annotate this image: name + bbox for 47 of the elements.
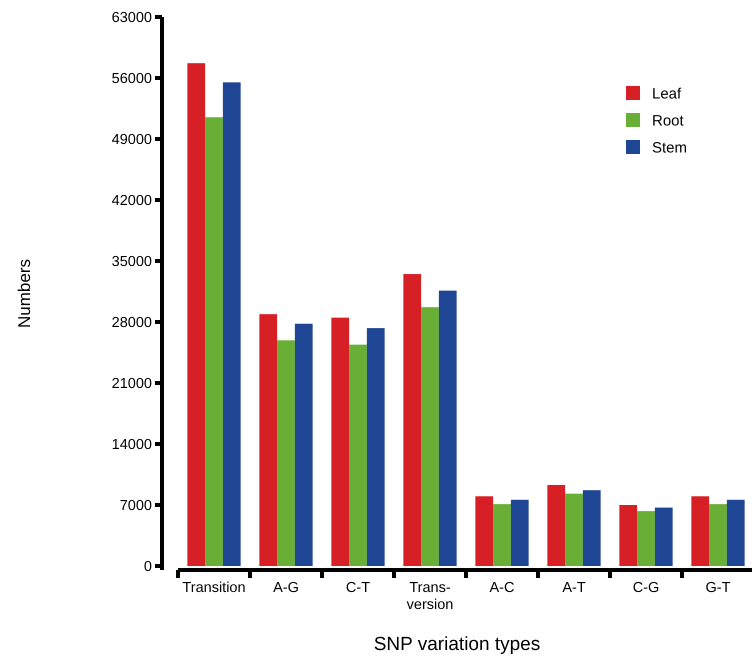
y-tick-label: 21000 [112,376,152,392]
bar [691,496,710,566]
bar [709,504,727,566]
x-tick-label: G-T [706,580,731,596]
x-tick-label: A-T [562,580,586,596]
bar [438,290,457,566]
legend-label: Root [652,112,685,130]
bar [349,344,367,566]
bar [582,490,601,566]
bar [294,324,313,566]
bar [654,508,673,566]
x-tick-label: Transition [182,580,246,596]
x-axis-title: SNP variation types [374,634,540,655]
bar [366,328,385,566]
bar [331,318,350,566]
bar [510,500,529,566]
bar [205,117,223,566]
y-tick-label: 35000 [112,254,152,270]
bar [403,274,422,566]
bar [547,484,566,566]
bar [259,314,278,566]
y-axis-title: Numbers [15,259,34,328]
bar [222,82,241,566]
y-tick-label: 28000 [112,315,152,332]
y-tick-label: 0 [144,559,152,576]
x-tick-label: A-C [490,580,514,596]
bar [277,340,295,566]
y-tick-label: 49000 [112,132,152,148]
y-tick-label: 56000 [112,71,152,88]
bar [565,494,583,566]
bar [187,63,206,566]
bar [726,500,745,566]
bar [493,504,511,566]
bar [619,505,638,566]
x-tick-label: C-G [632,580,660,596]
y-tick-label: 14000 [112,437,152,454]
bar [637,511,655,566]
legend-label: Leaf [652,85,682,102]
bar [475,496,494,566]
x-tick-label: C-T [346,580,370,596]
x-tick-label: A-G [273,580,299,596]
y-tick-label: 42000 [112,193,152,210]
bar [421,307,439,566]
y-tick-label: 63000 [112,10,152,26]
legend-label: Stem [652,139,688,156]
x-tick-label: Trans- version [406,580,454,613]
y-tick-label: 7000 [120,498,152,514]
